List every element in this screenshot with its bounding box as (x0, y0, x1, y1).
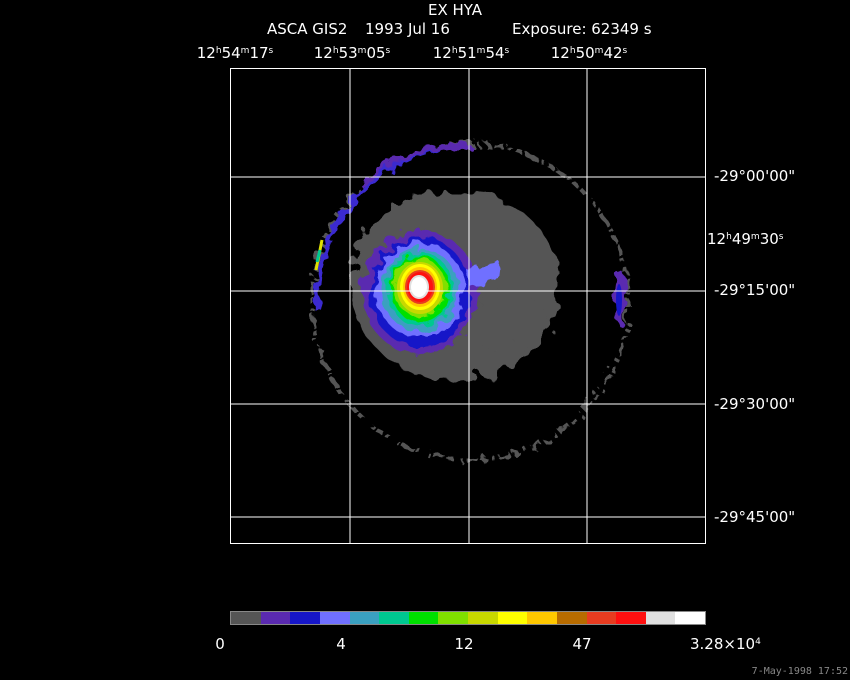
colorbar-label-3: 47 (572, 635, 592, 653)
colorbar-swatch-6 (408, 612, 439, 624)
colorbar-swatch-2 (290, 612, 320, 624)
colorbar-label-0: 0 (215, 635, 225, 653)
exposure-label: Exposure: 62349 s (512, 20, 652, 38)
colorbar-swatch-5 (379, 612, 409, 624)
ra-label-1: 12h53m05s (313, 44, 391, 62)
image-title: EX HYA (427, 1, 483, 19)
ra-label-4: 12h49m30s (707, 230, 784, 248)
colorbar-swatch-3 (319, 612, 350, 624)
dec-label-1: -29°15'00" (714, 281, 796, 299)
instrument-label: ASCA GIS2 (267, 20, 348, 38)
timestamp: 7-May-1998 17:52 (751, 666, 848, 677)
dec-label-3: -29°45'00" (714, 508, 796, 526)
colorbar-swatch-13 (616, 612, 646, 624)
colorbar-swatch-1 (260, 612, 291, 624)
dec-label-0: -29°00'00" (714, 167, 796, 185)
colorbar-swatch-9 (497, 612, 528, 624)
colorbar-label-1: 4 (336, 635, 346, 653)
detector-field (310, 142, 630, 462)
colorbar-swatch-11 (556, 612, 587, 624)
colorbar-swatch-12 (586, 612, 617, 624)
dec-label-2: -29°30'00" (714, 395, 796, 413)
colorbar-swatch-8 (468, 612, 498, 624)
colorbar (230, 611, 706, 625)
colorbar-swatch-0 (231, 612, 261, 624)
ra-label-0: 12h54m17s (196, 44, 274, 62)
colorbar-swatch-15 (675, 612, 705, 624)
colorbar-label-2: 12 (454, 635, 474, 653)
coordinate-grid (230, 68, 706, 544)
ra-label-2: 12h51m54s (432, 44, 510, 62)
colorbar-swatch-10 (527, 612, 557, 624)
colorbar-swatch-7 (438, 612, 468, 624)
colorbar-label-max: 3.28×104 (690, 635, 761, 653)
colorbar-swatch-14 (645, 612, 676, 624)
ra-label-3: 12h50m42s (550, 44, 628, 62)
observation-date: 1993 Jul 16 (365, 20, 450, 38)
colorbar-swatch-4 (349, 612, 380, 624)
